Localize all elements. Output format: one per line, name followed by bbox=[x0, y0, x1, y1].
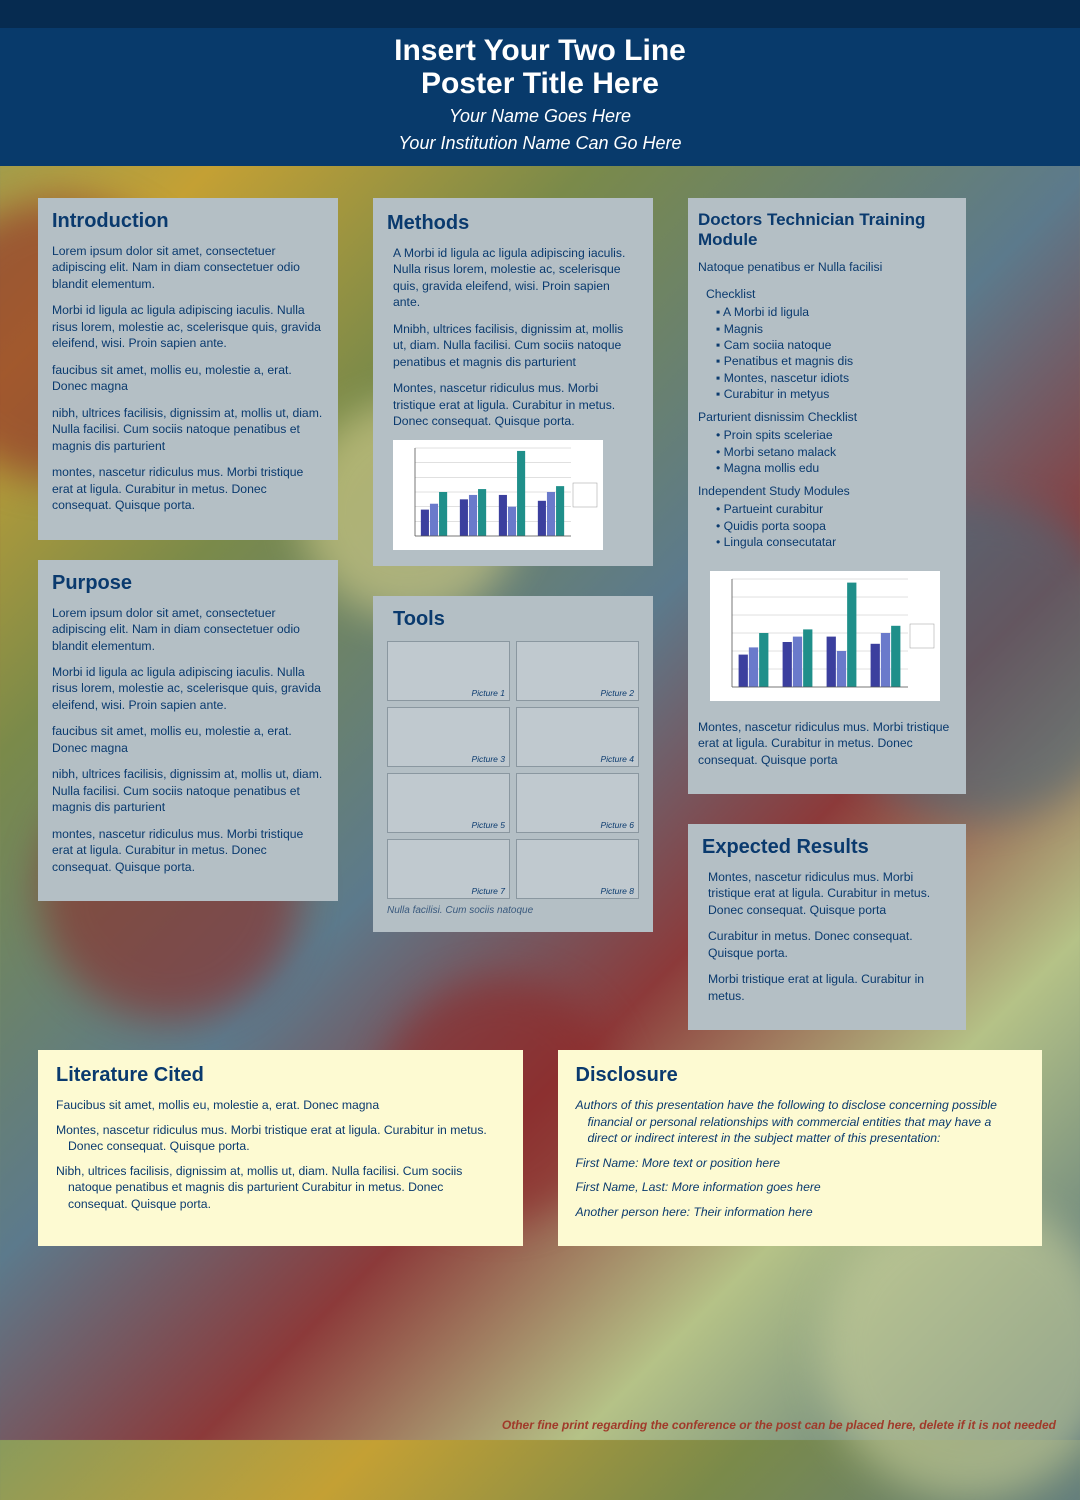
methods-p: Mnibh, ultrices facilisis, dignissim at,… bbox=[393, 321, 639, 370]
list-item: Morbi setano malack bbox=[716, 444, 952, 460]
methods-card: Methods A Morbi id ligula ac ligula adip… bbox=[373, 198, 653, 566]
tool-label: Picture 7 bbox=[471, 886, 505, 896]
poster-institution: Your Institution Name Can Go Here bbox=[0, 133, 1080, 154]
expected-p: Curabitur in metus. Donec consequat. Qui… bbox=[708, 928, 952, 961]
tools-heading: Tools bbox=[393, 608, 639, 631]
tool-placeholder: Picture 5 bbox=[387, 773, 510, 833]
introduction-p: nibh, ultrices facilisis, dignissim at, … bbox=[52, 405, 324, 454]
tool-label: Picture 3 bbox=[471, 754, 505, 764]
tool-label: Picture 2 bbox=[600, 688, 634, 698]
purpose-p: montes, nascetur ridiculus mus. Morbi tr… bbox=[52, 826, 324, 875]
introduction-p: Lorem ipsum dolor sit amet, consectetuer… bbox=[52, 243, 324, 292]
disclosure-person: First Name, Last: More information goes … bbox=[576, 1179, 1025, 1195]
expected-p: Morbi tristique erat at ligula. Curabitu… bbox=[708, 971, 952, 1004]
training-subheading: Independent Study Modules bbox=[698, 483, 952, 499]
column-middle: Methods A Morbi id ligula ac ligula adip… bbox=[373, 198, 653, 1030]
footer-note: Other fine print regarding the conferenc… bbox=[502, 1418, 1056, 1432]
disclosure-person: Another person here: Their information h… bbox=[576, 1204, 1025, 1220]
training-subheading: Parturient disnissim Checklist bbox=[698, 409, 952, 425]
tool-placeholder: Picture 8 bbox=[516, 839, 639, 899]
list-item: Magnis bbox=[716, 321, 952, 337]
purpose-p: Morbi id ligula ac ligula adipiscing iac… bbox=[52, 664, 324, 713]
poster-title-line1: Insert Your Two Line bbox=[0, 34, 1080, 67]
training-card: Doctors Technician Training Module Natoq… bbox=[688, 198, 966, 794]
tools-card: Tools Picture 1 Picture 2 Picture 3 Pict… bbox=[373, 596, 653, 932]
disclosure-person: First Name: More text or position here bbox=[576, 1155, 1025, 1171]
training-list: Proin spits sceleriae Morbi setano malac… bbox=[698, 427, 952, 476]
training-subheading: Checklist bbox=[706, 286, 952, 302]
poster-author: Your Name Goes Here bbox=[0, 106, 1080, 127]
literature-item: Montes, nascetur ridiculus mus. Morbi tr… bbox=[56, 1122, 505, 1155]
list-item: A Morbi id ligula bbox=[716, 304, 952, 320]
methods-chart bbox=[393, 440, 603, 550]
tool-label: Picture 6 bbox=[600, 820, 634, 830]
list-item: Partueint curabitur bbox=[716, 501, 952, 517]
header-top-strip bbox=[0, 0, 1080, 28]
tool-label: Picture 4 bbox=[600, 754, 634, 764]
list-item: Montes, nascetur idiots bbox=[716, 370, 952, 386]
column-right: Doctors Technician Training Module Natoq… bbox=[688, 198, 966, 1030]
list-item: Curabitur in metyus bbox=[716, 386, 952, 402]
introduction-p: Morbi id ligula ac ligula adipiscing iac… bbox=[52, 302, 324, 351]
methods-p: A Morbi id ligula ac ligula adipiscing i… bbox=[393, 245, 639, 311]
introduction-p: faucibus sit amet, mollis eu, molestie a… bbox=[52, 362, 324, 395]
introduction-heading: Introduction bbox=[52, 210, 324, 233]
literature-card: Literature Cited Faucibus sit amet, moll… bbox=[38, 1050, 523, 1246]
tool-placeholder: Picture 2 bbox=[516, 641, 639, 701]
methods-heading: Methods bbox=[387, 212, 639, 235]
tool-label: Picture 1 bbox=[471, 688, 505, 698]
content-grid: Introduction Lorem ipsum dolor sit amet,… bbox=[0, 166, 1080, 1030]
purpose-heading: Purpose bbox=[52, 572, 324, 595]
training-heading: Doctors Technician Training Module bbox=[698, 210, 952, 249]
expected-p: Montes, nascetur ridiculus mus. Morbi tr… bbox=[708, 869, 952, 918]
disclosure-heading: Disclosure bbox=[576, 1064, 1025, 1087]
column-left: Introduction Lorem ipsum dolor sit amet,… bbox=[38, 198, 338, 1030]
training-intro: Natoque penatibus er Nulla facilisi bbox=[698, 259, 952, 275]
tool-placeholder: Picture 1 bbox=[387, 641, 510, 701]
tools-caption: Nulla facilisi. Cum sociis natoque bbox=[387, 905, 639, 916]
poster-title-line2: Poster Title Here bbox=[0, 67, 1080, 100]
tool-placeholder: Picture 4 bbox=[516, 707, 639, 767]
expected-results-card: Expected Results Montes, nascetur ridicu… bbox=[688, 824, 966, 1030]
literature-item: Nibh, ultrices facilisis, dignissim at, … bbox=[56, 1163, 505, 1212]
training-list: Partueint curabitur Quidis porta soopa L… bbox=[698, 501, 952, 550]
tool-placeholder: Picture 7 bbox=[387, 839, 510, 899]
bottom-row: Literature Cited Faucibus sit amet, moll… bbox=[0, 1030, 1080, 1246]
training-chart bbox=[710, 571, 940, 701]
list-item: Proin spits sceleriae bbox=[716, 427, 952, 443]
disclosure-lead: Authors of this presentation have the fo… bbox=[576, 1097, 1025, 1146]
poster-header: Insert Your Two Line Poster Title Here Y… bbox=[0, 0, 1080, 166]
introduction-p: montes, nascetur ridiculus mus. Morbi tr… bbox=[52, 464, 324, 513]
expected-heading: Expected Results bbox=[702, 836, 952, 859]
tool-label: Picture 5 bbox=[471, 820, 505, 830]
purpose-p: faucibus sit amet, mollis eu, molestie a… bbox=[52, 723, 324, 756]
training-checklist: A Morbi id ligula Magnis Cam sociia nato… bbox=[698, 304, 952, 403]
training-tail: Montes, nascetur ridiculus mus. Morbi tr… bbox=[698, 719, 952, 768]
literature-heading: Literature Cited bbox=[56, 1064, 505, 1087]
list-item: Magna mollis edu bbox=[716, 460, 952, 476]
introduction-card: Introduction Lorem ipsum dolor sit amet,… bbox=[38, 198, 338, 540]
list-item: Cam sociia natoque bbox=[716, 337, 952, 353]
list-item: Penatibus et magnis dis bbox=[716, 353, 952, 369]
purpose-card: Purpose Lorem ipsum dolor sit amet, cons… bbox=[38, 560, 338, 902]
list-item: Lingula consecutatar bbox=[716, 534, 952, 550]
literature-item: Faucibus sit amet, mollis eu, molestie a… bbox=[56, 1097, 505, 1113]
tool-label: Picture 8 bbox=[600, 886, 634, 896]
methods-p: Montes, nascetur ridiculus mus. Morbi tr… bbox=[393, 380, 639, 429]
tool-placeholder: Picture 3 bbox=[387, 707, 510, 767]
tools-grid: Picture 1 Picture 2 Picture 3 Picture 4 … bbox=[387, 641, 639, 899]
tool-placeholder: Picture 6 bbox=[516, 773, 639, 833]
list-item: Quidis porta soopa bbox=[716, 518, 952, 534]
purpose-p: nibh, ultrices facilisis, dignissim at, … bbox=[52, 766, 324, 815]
purpose-p: Lorem ipsum dolor sit amet, consectetuer… bbox=[52, 605, 324, 654]
disclosure-card: Disclosure Authors of this presentation … bbox=[558, 1050, 1043, 1246]
